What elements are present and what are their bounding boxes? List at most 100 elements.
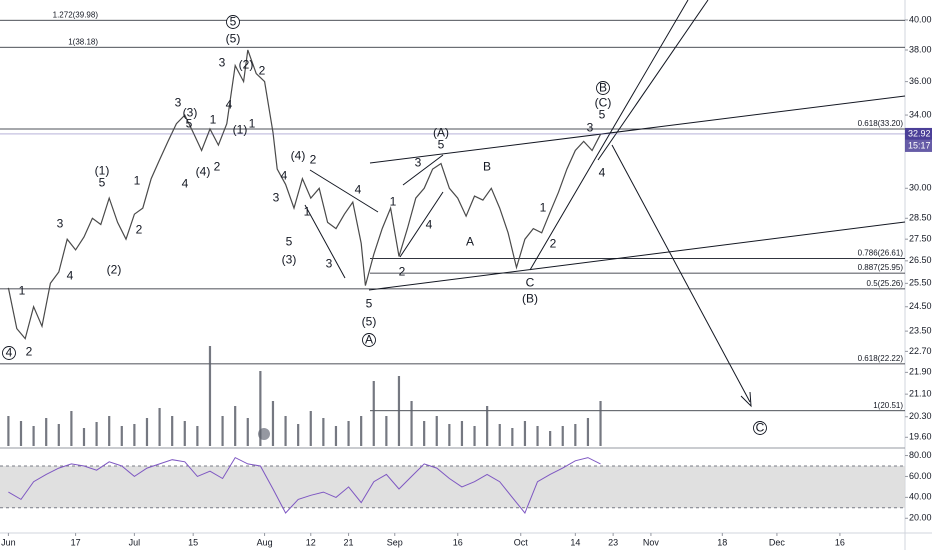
volume-bar bbox=[259, 371, 262, 446]
wave-line bbox=[304, 204, 346, 279]
wave-circle bbox=[2, 346, 16, 360]
volume-bar bbox=[473, 426, 476, 446]
y-tick-label: 26.50 bbox=[909, 255, 932, 265]
fib-label: 0.5(25.26) bbox=[867, 279, 904, 288]
wave-label: C bbox=[756, 421, 765, 435]
wave-label: 5 bbox=[286, 235, 293, 249]
volume-bar bbox=[372, 381, 375, 446]
volume-bar bbox=[45, 418, 48, 446]
y-tick-label: 30.00 bbox=[909, 183, 932, 193]
y-tick-label: 36.00 bbox=[909, 76, 932, 86]
wave-label: 1 bbox=[134, 174, 141, 188]
volume-bar bbox=[523, 421, 527, 446]
volume-bar bbox=[196, 426, 199, 446]
wave-label: 4 bbox=[599, 166, 606, 180]
wave-label: (4) bbox=[196, 165, 211, 179]
y-tick-label: 21.90 bbox=[909, 367, 932, 377]
volume-bar bbox=[234, 406, 237, 446]
volume-bar bbox=[435, 416, 438, 446]
y-tick-label: 24.50 bbox=[909, 301, 932, 311]
volume-bar bbox=[410, 401, 413, 446]
volume-bar bbox=[183, 421, 186, 446]
volume-bar bbox=[246, 418, 249, 446]
x-tick-label: Jul bbox=[129, 537, 141, 547]
wave-circle bbox=[596, 81, 610, 95]
volume-bar bbox=[108, 416, 111, 446]
wave-circle bbox=[226, 15, 240, 29]
y-tick-label: 38.00 bbox=[909, 44, 932, 54]
rsi-tick-label: 60.00 bbox=[909, 471, 932, 481]
wave-label: 5 bbox=[438, 138, 445, 152]
volume-bar bbox=[511, 428, 514, 446]
x-tick-label: Oct bbox=[514, 537, 529, 547]
wave-label: 1 bbox=[19, 284, 26, 298]
wave-label: 2 bbox=[259, 64, 266, 78]
last-price-box bbox=[905, 127, 932, 140]
wave-label: (3) bbox=[183, 106, 198, 120]
wave-label: (4) bbox=[291, 149, 306, 163]
trend-line bbox=[368, 221, 906, 291]
volume-bar bbox=[360, 416, 363, 446]
rsi-band bbox=[0, 465, 905, 508]
x-tick-label: 18 bbox=[717, 537, 727, 547]
wave-label: (2) bbox=[107, 263, 122, 277]
y-tick-label: 40.00 bbox=[909, 14, 932, 24]
volume-bar bbox=[536, 426, 539, 446]
volume-bar bbox=[120, 426, 123, 446]
drawing-tools bbox=[304, 0, 906, 408]
wave-label: 5 bbox=[599, 108, 606, 122]
volume-bar bbox=[32, 426, 35, 446]
wave-circle bbox=[362, 333, 376, 347]
volume-bar bbox=[460, 421, 464, 446]
volume-bar bbox=[158, 408, 161, 446]
volume-bar bbox=[70, 411, 73, 446]
wave-label: 3 bbox=[415, 156, 422, 170]
wave-label: 1 bbox=[540, 201, 547, 215]
y-tick-label: 19.60 bbox=[909, 432, 932, 442]
wave-label: 5 bbox=[366, 297, 373, 311]
wave-label: 4 bbox=[281, 169, 288, 183]
volume-bar bbox=[599, 401, 602, 446]
price-line bbox=[7, 49, 602, 340]
fib-label: 0.618(33.20) bbox=[858, 119, 904, 128]
wave-line bbox=[399, 191, 444, 258]
wave-label: 2 bbox=[310, 153, 317, 167]
volume-bar bbox=[221, 416, 224, 446]
x-tick-label: Dec bbox=[769, 537, 786, 547]
y-tick-label: 20.30 bbox=[909, 411, 932, 421]
fib-label: 0.618(22.22) bbox=[858, 354, 904, 363]
countdown-box bbox=[905, 139, 932, 152]
wave-label: 2 bbox=[26, 345, 33, 359]
volume-bar bbox=[145, 418, 149, 446]
y-tick-label: 21.10 bbox=[909, 389, 932, 399]
wave-circle bbox=[753, 421, 767, 435]
fib-label: 1(20.51) bbox=[873, 401, 903, 410]
wave-label: 1 bbox=[390, 195, 397, 209]
wave-label: 5 bbox=[99, 176, 106, 190]
wave-label: (1) bbox=[233, 123, 248, 137]
rsi-line bbox=[8, 456, 601, 514]
fib-label: 1.272(39.98) bbox=[53, 10, 99, 19]
wave-line bbox=[309, 169, 379, 213]
volume-bar bbox=[82, 428, 86, 446]
fib-label: 1(38.18) bbox=[68, 37, 98, 46]
wave-label: 1 bbox=[210, 113, 217, 127]
volume-bar bbox=[271, 401, 275, 446]
x-tick-label: 15 bbox=[188, 537, 198, 547]
y-tick-label: 23.50 bbox=[909, 325, 932, 335]
x-tick-label: 16 bbox=[835, 537, 845, 547]
volume-bar bbox=[423, 421, 426, 446]
wave-label: 3 bbox=[326, 257, 333, 271]
wave-label: B bbox=[483, 160, 491, 174]
wave-label: 3 bbox=[57, 217, 64, 231]
volume-bar bbox=[297, 424, 300, 446]
wave-label: (1) bbox=[95, 164, 110, 178]
y-tick-label: 27.50 bbox=[909, 234, 932, 244]
x-tick-label: Nov bbox=[643, 537, 660, 547]
volume-bar bbox=[322, 418, 325, 446]
volume-bar bbox=[397, 376, 401, 446]
x-tick-label: 17 bbox=[71, 537, 81, 547]
x-tick-label: Aug bbox=[257, 537, 273, 547]
